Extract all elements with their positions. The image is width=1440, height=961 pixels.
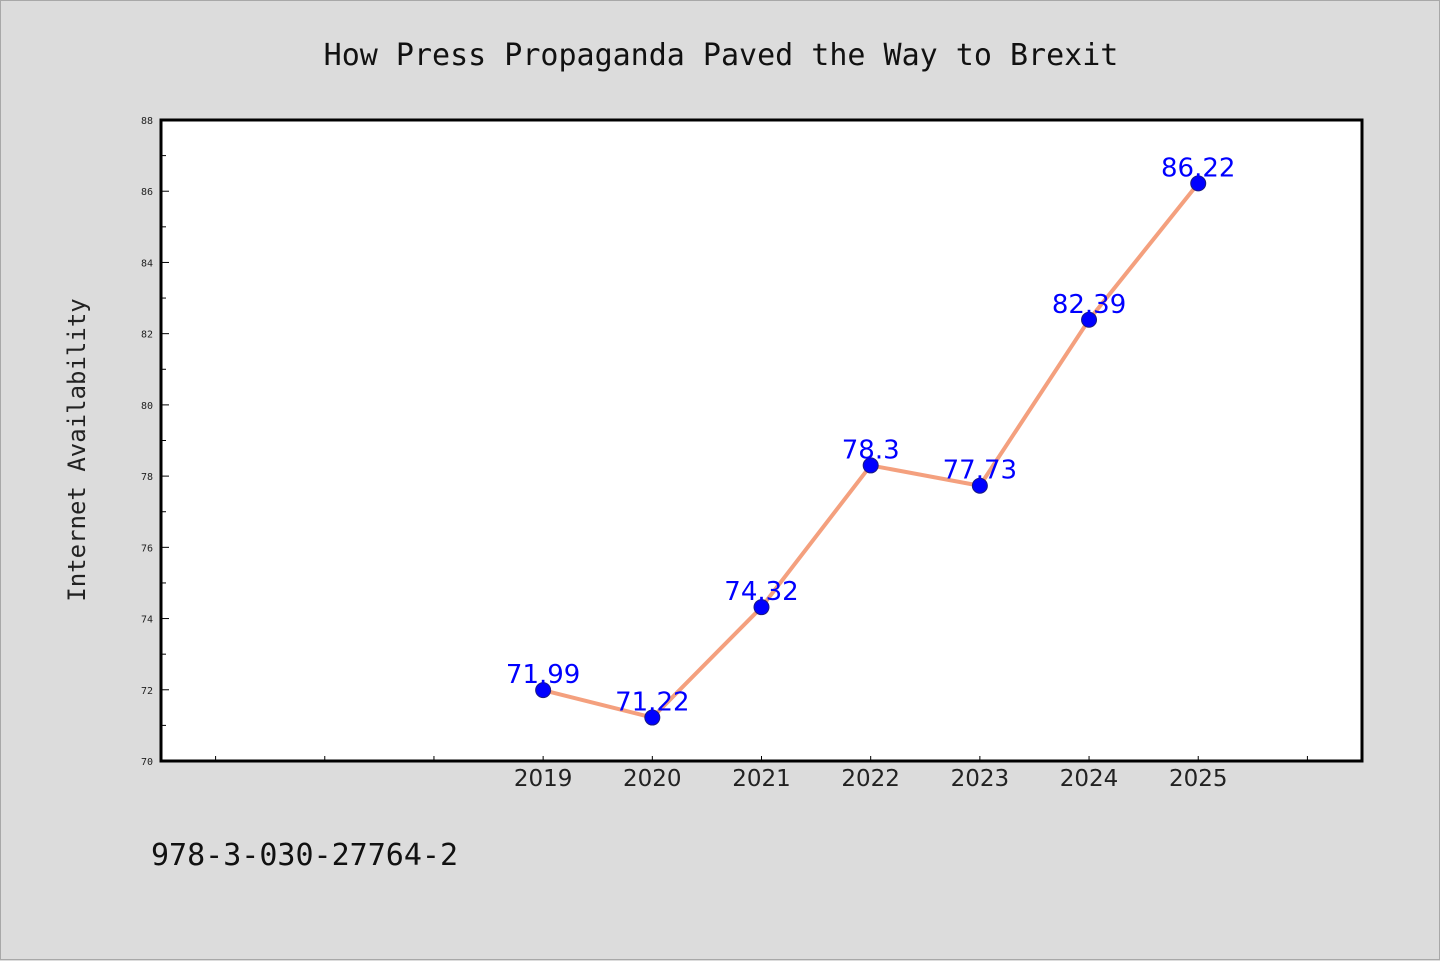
data-label: 82.39 — [1052, 290, 1126, 320]
y-axis-label: Internet Availability — [63, 298, 91, 601]
data-label: 71.22 — [615, 688, 689, 718]
plot-area — [159, 118, 1364, 763]
y-tick-label: 86 — [141, 187, 153, 198]
data-point — [862, 457, 879, 474]
data-label: 74.32 — [724, 577, 798, 607]
data-point — [1081, 311, 1098, 328]
y-tick-label: 82 — [141, 330, 153, 341]
data-label: 71.99 — [506, 660, 580, 690]
data-point — [535, 682, 552, 699]
x-tick-label: 2022 — [841, 766, 900, 792]
x-axis: 2019 2020 2021 2022 2023 2024 2025 — [215, 756, 1308, 792]
y-tick-label: 78 — [141, 472, 153, 483]
y-tick-label: 74 — [141, 615, 153, 626]
data-point — [753, 599, 770, 616]
y-tick-label: 76 — [141, 543, 153, 554]
y-tick-label: 84 — [141, 258, 153, 269]
y-axis: 70 72 74 76 78 80 82 84 86 88 — [141, 116, 169, 768]
data-point — [971, 477, 988, 494]
y-tick-label: 70 — [141, 757, 153, 768]
data-labels: 71.99 71.22 74.32 78.3 77.73 82.39 86.22 — [506, 153, 1236, 717]
x-tick-label: 2020 — [623, 766, 682, 792]
x-tick-label: 2025 — [1169, 766, 1228, 792]
y-tick-label: 72 — [141, 686, 153, 697]
data-point — [644, 709, 661, 726]
x-tick-label: 2024 — [1060, 766, 1119, 792]
y-tick-label: 88 — [141, 116, 153, 127]
data-point — [1190, 175, 1207, 192]
data-label: 78.3 — [842, 435, 900, 465]
data-label: 86.22 — [1161, 153, 1235, 183]
data-series — [535, 175, 1207, 726]
data-label: 77.73 — [943, 456, 1017, 486]
x-tick-label: 2021 — [732, 766, 791, 792]
isbn-annotation: 978-3-030-27764-2 — [151, 838, 458, 873]
chart-title: How Press Propaganda Paved the Way to Br… — [324, 38, 1119, 73]
y-tick-label: 80 — [141, 401, 153, 412]
x-tick-label: 2019 — [514, 766, 573, 792]
x-tick-label: 2023 — [951, 766, 1010, 792]
